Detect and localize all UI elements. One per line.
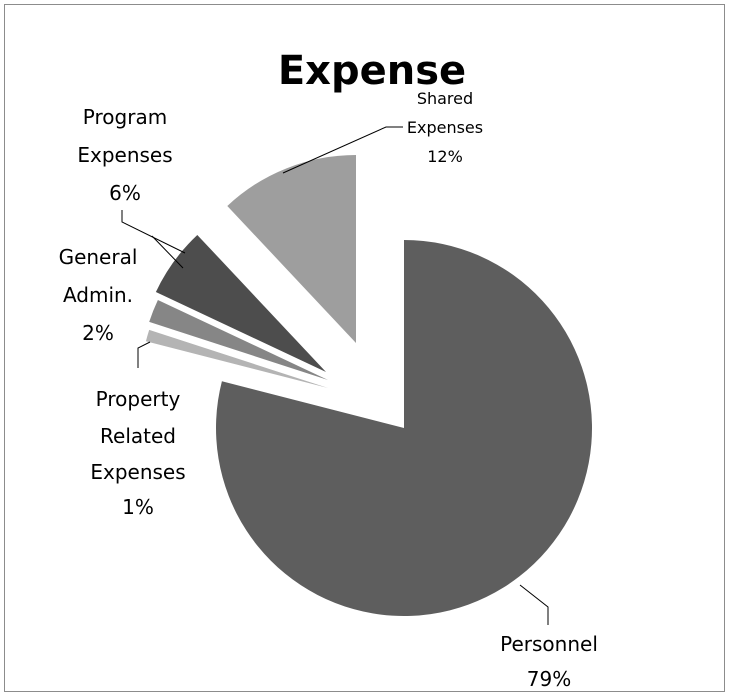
- label-shared-percent: 12%: [427, 147, 463, 166]
- label-property-percent: 1%: [122, 495, 154, 519]
- label-shared: Shared Expenses 12%: [407, 89, 483, 166]
- pie-slice-general-admin: [149, 299, 328, 380]
- label-program-percent: 6%: [109, 181, 141, 205]
- label-general-line2: Admin.: [63, 283, 133, 307]
- label-shared-line1: Shared: [417, 89, 473, 108]
- leader-line-personnel: [519, 584, 549, 625]
- chart-title: Expense: [278, 48, 466, 94]
- label-program-line2: Expenses: [77, 143, 172, 167]
- pie-slice-personnel: [216, 240, 593, 616]
- pie-slice-shared-expenses: [227, 155, 356, 343]
- label-shared-line2: Expenses: [407, 118, 483, 137]
- pie-slice-program-expenses: [155, 234, 326, 372]
- label-program: Program Expenses 6%: [77, 105, 172, 205]
- leader-line-property: [137, 341, 151, 368]
- label-general-line1: General: [59, 245, 138, 269]
- leader-line-shared: [282, 126, 403, 174]
- label-property: Property Related Expenses 1%: [90, 387, 185, 519]
- leader-line-general: [151, 235, 184, 269]
- label-property-line1: Property: [96, 387, 181, 411]
- label-personnel-percent: 79%: [527, 667, 571, 691]
- label-personnel: Personnel 79%: [500, 632, 598, 691]
- pie-slice-property-related-expenses: [145, 329, 328, 388]
- label-general-percent: 2%: [82, 321, 114, 345]
- label-program-line1: Program: [83, 105, 167, 129]
- label-general: General Admin. 2%: [59, 245, 138, 345]
- label-personnel-line1: Personnel: [500, 632, 598, 656]
- label-property-line3: Expenses: [90, 460, 185, 484]
- label-property-line2: Related: [100, 424, 176, 448]
- leader-line-program: [121, 210, 186, 254]
- pie-slices: [145, 155, 593, 616]
